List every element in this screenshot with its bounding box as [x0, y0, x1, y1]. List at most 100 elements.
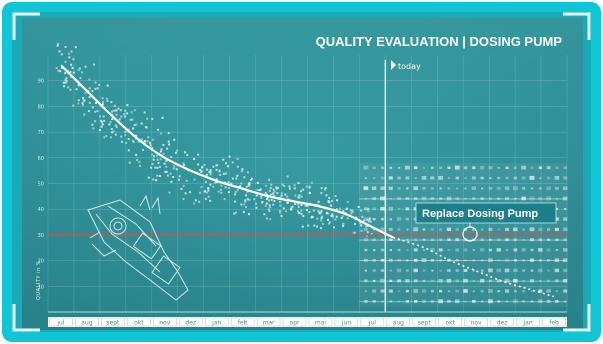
- scatter-point: [307, 224, 310, 227]
- scatter-point: [300, 190, 303, 193]
- scatter-point: [267, 208, 270, 211]
- forecast-cell: [421, 258, 427, 263]
- scatter-point: [157, 128, 160, 131]
- scatter-point: [321, 215, 324, 218]
- forecast-cell: [397, 176, 401, 180]
- forecast-cell: [422, 228, 426, 231]
- scatter-point: [266, 196, 269, 199]
- scatter-point: [183, 164, 186, 167]
- forecast-cell: [372, 207, 376, 211]
- forecast-cell: [521, 196, 526, 201]
- scatter-point: [365, 225, 368, 228]
- forecast-cell: [488, 227, 493, 231]
- forecast-cell: [388, 186, 393, 190]
- scatter-point: [68, 56, 71, 59]
- month-cell: [101, 317, 125, 327]
- forecast-cell: [489, 177, 492, 179]
- scatter-point: [324, 188, 327, 191]
- scatter-point: [110, 128, 113, 131]
- scatter-point: [81, 102, 84, 105]
- scatter-point: [215, 164, 218, 167]
- forecast-cell: [513, 278, 518, 283]
- scatter-point: [101, 103, 104, 106]
- scatter-point: [263, 213, 266, 216]
- scatter-point: [302, 188, 305, 191]
- scatter-point: [282, 207, 285, 210]
- scatter-point: [331, 214, 334, 217]
- scatter-point: [176, 149, 179, 152]
- scatter-point: [270, 198, 273, 201]
- scatter-point: [318, 211, 321, 214]
- y-tick-label: 50: [38, 182, 44, 188]
- forecast-cell: [388, 289, 393, 293]
- scatter-point: [360, 229, 363, 232]
- scatter-point: [269, 218, 272, 221]
- scatter-point: [70, 63, 73, 66]
- scatter-point: [236, 157, 239, 160]
- scatter-point: [174, 151, 177, 154]
- scatter-point: [330, 213, 333, 216]
- scatter-point: [280, 194, 283, 197]
- scatter-point: [65, 77, 68, 80]
- forecast-cell: [438, 299, 443, 304]
- scatter-point: [294, 203, 297, 206]
- scatter-point: [159, 174, 162, 177]
- month-cell: [308, 317, 333, 327]
- scatter-point: [193, 157, 196, 160]
- x-tick-label: mar: [263, 320, 276, 327]
- scatter-point: [151, 163, 154, 166]
- scatter-point: [207, 195, 210, 198]
- forecast-cell: [372, 177, 376, 180]
- scatter-point: [293, 187, 296, 190]
- scatter-point: [207, 187, 210, 190]
- scatter-point: [209, 183, 212, 186]
- forecast-cell: [422, 187, 426, 190]
- forecast-cell: [563, 176, 568, 180]
- scatter-point: [64, 78, 67, 81]
- callout-text: Replace Dosing Pump: [422, 208, 538, 220]
- scatter-point: [327, 212, 330, 215]
- scatter-point: [73, 71, 76, 74]
- forecast-cell: [389, 218, 392, 221]
- forecast-cell: [564, 208, 567, 210]
- scatter-point: [325, 194, 328, 197]
- month-cell: [282, 317, 307, 327]
- forecast-cell: [455, 248, 460, 252]
- y-tick-label: 30: [38, 233, 44, 239]
- forecast-cell: [555, 290, 559, 293]
- scatter-point: [296, 210, 299, 213]
- x-tick-label: aug: [393, 320, 404, 327]
- forecast-cell: [505, 196, 510, 201]
- corner-bracket-top-left: [12, 12, 40, 40]
- y-tick-label: 70: [38, 130, 44, 136]
- scatter-point: [256, 182, 259, 185]
- scatter-point: [264, 205, 267, 208]
- scatter-point: [204, 197, 207, 200]
- scatter-point: [161, 116, 164, 119]
- forecast-cell: [464, 177, 467, 180]
- forecast-cell: [522, 187, 526, 190]
- scatter-point: [189, 191, 192, 194]
- scatter-point: [92, 127, 95, 130]
- scatter-point: [328, 221, 331, 224]
- scatter-point: [173, 138, 176, 141]
- scatter-point: [67, 86, 70, 89]
- forecast-cell: [430, 176, 435, 180]
- forecast-cell: [513, 227, 518, 232]
- forecast-cell: [406, 228, 409, 231]
- scatter-point: [123, 115, 126, 118]
- scatter-point: [149, 144, 152, 147]
- scatter-point: [121, 140, 124, 143]
- forecast-cell: [488, 186, 493, 190]
- scatter-point: [259, 188, 262, 191]
- scatter-point: [102, 115, 105, 118]
- scatter-point: [100, 119, 103, 122]
- scatter-point: [276, 192, 279, 195]
- scatter-point: [353, 222, 356, 225]
- forecast-cell: [504, 186, 510, 190]
- scatter-point: [265, 202, 268, 205]
- scatter-point: [92, 63, 95, 66]
- forecast-cell: [406, 269, 409, 272]
- scatter-point: [112, 109, 115, 112]
- forecast-cell: [438, 278, 443, 283]
